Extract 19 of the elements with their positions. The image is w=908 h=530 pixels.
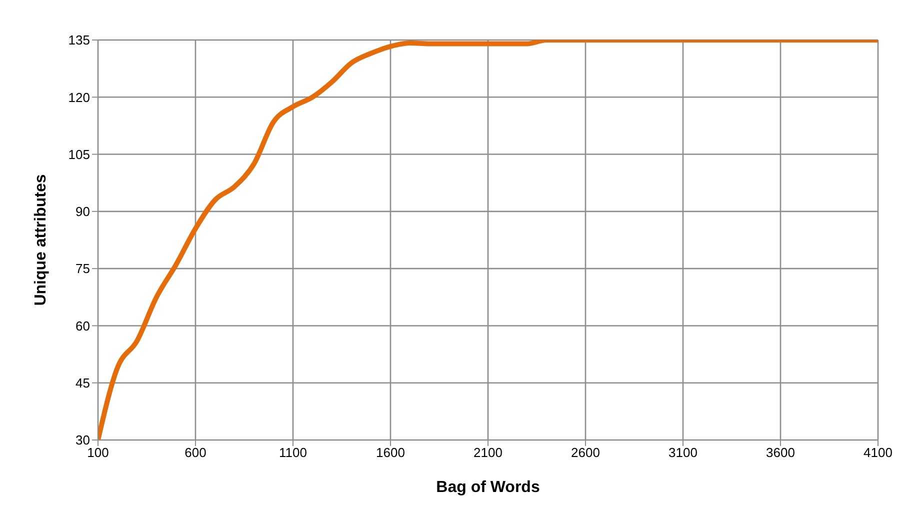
x-tick-label: 3600 (766, 445, 795, 460)
y-tick-label: 60 (76, 318, 90, 334)
x-tick-label: 2100 (474, 445, 502, 460)
x-tick-label: 2600 (571, 445, 600, 460)
x-tick-label: 3100 (668, 445, 698, 460)
y-tick-label: 135 (68, 32, 90, 48)
y-tick-label: 90 (76, 204, 90, 220)
y-tick-label: 45 (76, 375, 90, 390)
x-tick-label: 4100 (864, 445, 892, 460)
y-tick-label: 105 (68, 146, 90, 162)
x-tick-label: 100 (87, 445, 109, 460)
x-tick-label: 1100 (279, 445, 307, 460)
y-tick-label: 75 (76, 261, 90, 276)
y-tick-label: 120 (68, 90, 90, 105)
x-axis-title: Bag of Words (436, 479, 540, 496)
y-tick-label: 30 (76, 432, 90, 448)
y-axis-title: Unique attributes (32, 174, 50, 306)
x-tick-label: 1600 (376, 445, 405, 460)
x-tick-label: 600 (184, 445, 206, 460)
